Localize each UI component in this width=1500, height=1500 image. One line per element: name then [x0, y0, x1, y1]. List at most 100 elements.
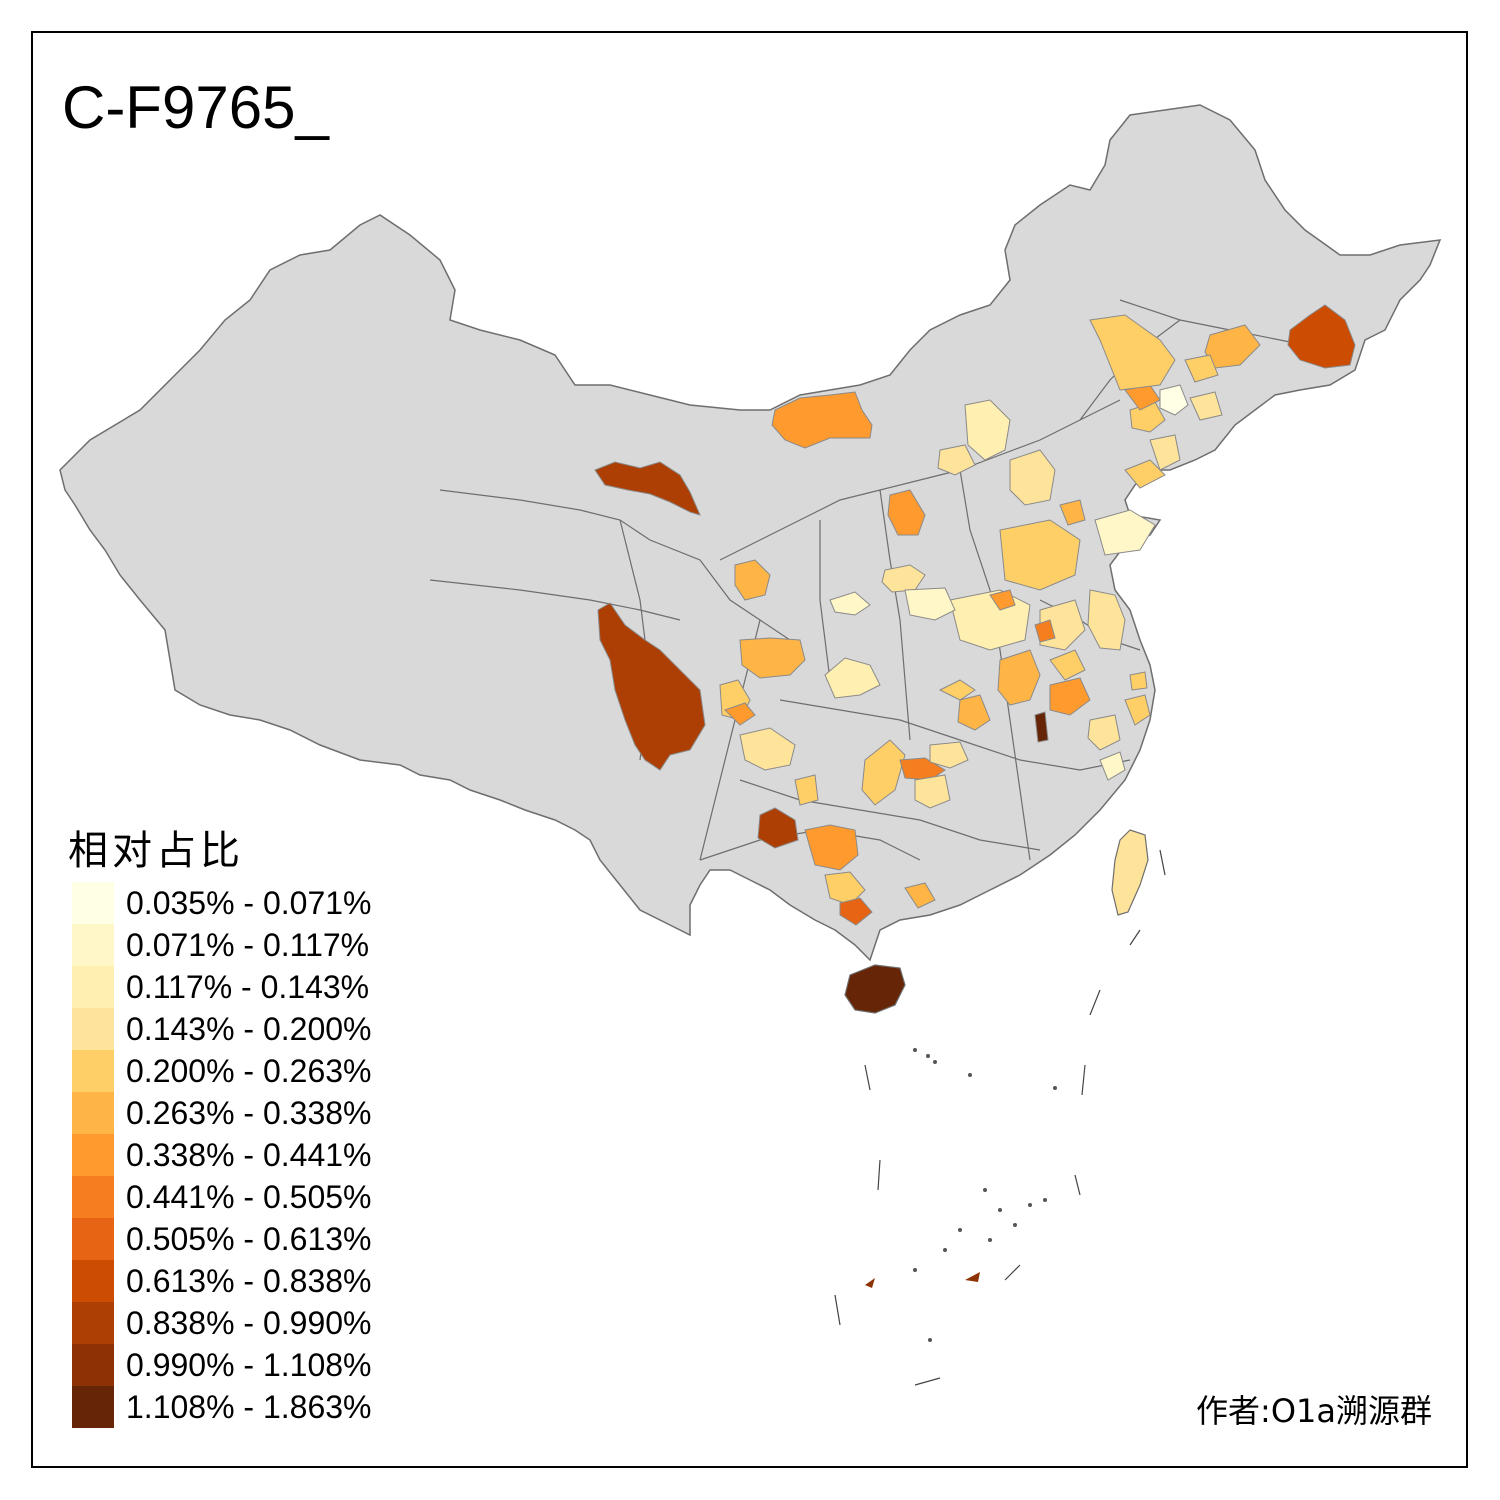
south-sea-islands	[834, 849, 1166, 1386]
region-liaodong	[1124, 459, 1166, 489]
region-jiangxi-north	[1049, 677, 1091, 716]
region-qinghai-east	[734, 559, 771, 601]
legend-item: 0.338% - 0.441%	[72, 1134, 372, 1176]
region-guangdong-west	[839, 897, 873, 926]
region-jiangxi-dark	[1034, 711, 1049, 743]
legend-swatch	[72, 882, 114, 924]
region-shanxi-south	[937, 444, 976, 476]
legend-label: 0.200% - 0.263%	[126, 1052, 372, 1089]
legend-item: 0.613% - 0.838%	[72, 1260, 372, 1302]
hainan-island	[844, 964, 906, 1014]
legend-item: 0.838% - 0.990%	[72, 1302, 372, 1344]
paracel-highlight	[865, 1278, 875, 1288]
region-henan	[949, 589, 1031, 651]
legend-label: 0.143% - 0.200%	[126, 1010, 372, 1047]
region-henan-orange	[989, 589, 1016, 611]
region-tibet-east	[597, 602, 706, 771]
region-yunnan-south	[757, 807, 799, 849]
legend-item: 0.990% - 1.108%	[72, 1344, 372, 1386]
legend-item: 0.143% - 0.200%	[72, 1008, 372, 1050]
region-shanghai	[1129, 671, 1148, 691]
region-hubei-east	[997, 649, 1041, 706]
region-hubei	[929, 741, 969, 769]
legend-swatch	[72, 966, 114, 1008]
region-guizhou-west	[794, 774, 819, 806]
legend-label: 0.505% - 0.613%	[126, 1220, 372, 1257]
region-anhui-orange	[1034, 619, 1056, 643]
islands-dots	[913, 1048, 1057, 1342]
region-hunan	[914, 774, 951, 809]
legend-item: 0.117% - 0.143%	[72, 966, 372, 1008]
region-hubei-south	[957, 694, 991, 731]
legend-swatch	[72, 1302, 114, 1344]
region-heilongjiang-east	[1287, 304, 1356, 369]
legend-label: 0.613% - 0.838%	[126, 1262, 372, 1299]
region-shandong	[999, 519, 1081, 591]
region-jilin-central	[1184, 354, 1219, 383]
map-title: C-F9765_	[62, 74, 329, 141]
legend-label: 0.071% - 0.117%	[126, 926, 370, 963]
legend-label: 1.108% - 1.863%	[126, 1388, 372, 1425]
region-liaoning-east	[1149, 434, 1181, 471]
region-zhejiang-east	[1124, 694, 1151, 726]
region-guangxi	[804, 824, 859, 871]
map-frame	[31, 31, 1468, 1468]
legend-label: 0.838% - 0.990%	[126, 1304, 372, 1341]
legend-swatch	[72, 1134, 114, 1176]
region-sichuan-central	[724, 702, 756, 726]
region-ningxia	[887, 489, 926, 536]
legend-item: 0.071% - 0.117%	[72, 924, 372, 966]
legend-swatch	[72, 1260, 114, 1302]
legend: 0.035% - 0.071% 0.071% - 0.117% 0.117% -…	[72, 882, 372, 1428]
legend-swatch	[72, 1344, 114, 1386]
legend-label: 0.338% - 0.441%	[126, 1136, 372, 1173]
region-jilin-south	[1189, 391, 1223, 421]
region-henan-west	[904, 587, 956, 621]
legend-swatch	[72, 1386, 114, 1428]
legend-swatch	[72, 1176, 114, 1218]
legend-swatch	[72, 924, 114, 966]
legend-swatch	[72, 1092, 114, 1134]
spratly-highlight	[965, 1272, 980, 1282]
region-sichuan-north	[739, 637, 806, 679]
region-shandong-east	[1094, 509, 1156, 556]
legend-title: 相对占比	[68, 828, 244, 874]
region-guangdong-central	[904, 882, 936, 909]
taiwan-island	[1111, 829, 1149, 916]
region-guangxi-south	[824, 871, 866, 906]
region-chongqing	[824, 657, 881, 699]
author-credit: 作者:O1a溯源群	[1196, 1392, 1432, 1430]
china-landmass	[59, 104, 1442, 962]
legend-item: 0.200% - 0.263%	[72, 1050, 372, 1092]
legend-swatch	[72, 1050, 114, 1092]
region-guizhou-central	[861, 739, 906, 806]
region-jilin-east	[1204, 324, 1261, 369]
legend-label: 0.117% - 0.143%	[126, 968, 370, 1005]
legend-label: 0.263% - 0.338%	[126, 1094, 372, 1131]
legend-swatch	[72, 1218, 114, 1260]
region-shanxi	[964, 399, 1011, 461]
region-henan-south	[938, 679, 976, 701]
region-gansu-northwest	[594, 461, 701, 516]
region-shaanxi-south	[829, 591, 871, 616]
region-jilin	[1089, 314, 1176, 391]
legend-item: 1.108% - 1.863%	[72, 1386, 372, 1428]
region-jiangsu	[1087, 589, 1126, 651]
region-sichuan-south	[739, 727, 796, 771]
region-anhui-south	[1049, 649, 1086, 681]
legend-item: 0.035% - 0.071%	[72, 882, 372, 924]
legend-label: 0.990% - 1.108%	[126, 1346, 372, 1383]
region-zhejiang	[1087, 714, 1121, 751]
legend-label: 0.441% - 0.505%	[126, 1178, 372, 1215]
legend-item: 0.263% - 0.338%	[72, 1092, 372, 1134]
region-tianjin	[1059, 499, 1086, 526]
legend-item: 0.441% - 0.505%	[72, 1176, 372, 1218]
region-hebei	[1009, 449, 1056, 506]
legend-item: 0.505% - 0.613%	[72, 1218, 372, 1260]
region-inner-mongolia-west	[771, 391, 873, 449]
region-liaoning-light	[1159, 384, 1189, 416]
legend-swatch	[72, 1008, 114, 1050]
legend-label: 0.035% - 0.071%	[126, 884, 372, 921]
region-fujian	[1099, 751, 1126, 781]
